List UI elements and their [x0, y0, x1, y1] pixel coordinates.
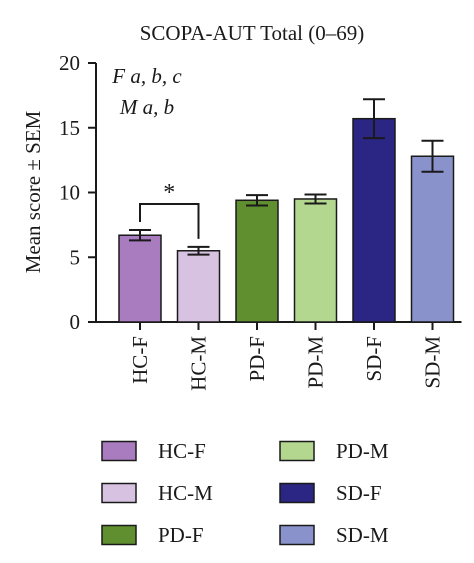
legend-swatch — [101, 440, 137, 462]
x-tick-label: PD-M — [304, 336, 328, 389]
legend-label: HC-M — [158, 481, 213, 505]
bar-hc-m — [176, 250, 221, 323]
legend-label: SD-F — [336, 481, 382, 505]
annotation-f: F a, b, c — [111, 64, 182, 88]
bar-hc-f — [118, 234, 162, 323]
y-tick-label: 15 — [59, 116, 80, 140]
legend-swatch — [279, 524, 315, 546]
legend-label: PD-F — [158, 523, 204, 547]
legend-label: HC-F — [158, 439, 206, 463]
significance-bracket — [139, 203, 200, 239]
plot-area: 0 5 10 15 20 HC-F HC-M PD-F PD-M SD-F SD-M * — [59, 51, 462, 391]
x-tick-label: SD-M — [421, 336, 445, 389]
bar-sd-f — [352, 117, 396, 323]
x-tick-label: HC-F — [128, 336, 152, 384]
y-tick-label: 5 — [70, 245, 81, 269]
bar-pd-m — [293, 198, 338, 323]
legend-swatch — [279, 440, 315, 462]
y-tick-label: 20 — [59, 51, 80, 75]
legend: HC-F PD-M HC-M SD-F PD-F SD-M — [101, 439, 389, 547]
annotation-m: M a, b — [119, 95, 174, 119]
legend-swatch — [101, 524, 137, 546]
legend-label: PD-M — [336, 439, 389, 463]
legend-swatch — [101, 482, 137, 504]
y-tick-label: 0 — [70, 310, 81, 334]
legend-swatch — [279, 482, 315, 504]
y-tick-label: 10 — [59, 181, 80, 205]
x-tick-label: HC-M — [187, 336, 211, 391]
bar-pd-f — [235, 199, 279, 323]
x-tick-label: SD-F — [362, 336, 386, 382]
legend-label: SD-M — [336, 523, 389, 547]
bar-sd-m — [410, 155, 455, 323]
x-tick-label: PD-F — [245, 336, 269, 382]
significance-marker: * — [163, 180, 175, 206]
y-axis-label: Mean score ± SEM — [21, 110, 45, 273]
chart-title: SCOPA-AUT Total (0–69) — [140, 21, 365, 45]
